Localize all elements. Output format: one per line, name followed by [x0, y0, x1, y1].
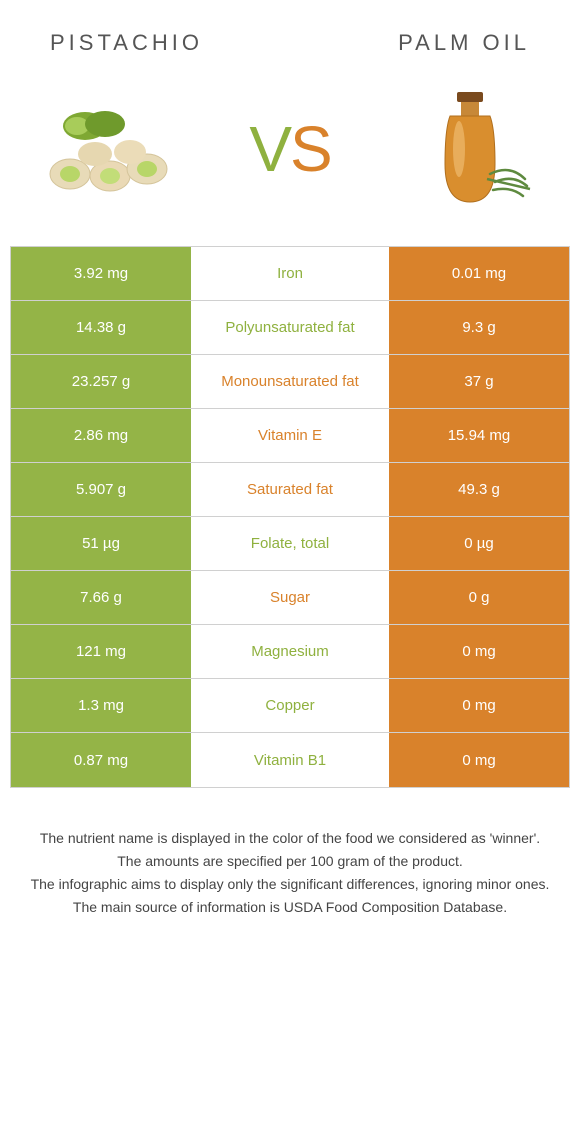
- header: Pistachio Palm oil: [0, 0, 580, 66]
- left-value: 14.38 g: [11, 301, 191, 354]
- vs-label: VS: [249, 112, 330, 186]
- footer-line: The amounts are specified per 100 gram o…: [30, 851, 550, 872]
- table-row: 23.257 gMonounsaturated fat37 g: [11, 355, 569, 409]
- left-value: 1.3 mg: [11, 679, 191, 732]
- table-row: 3.92 mgIron0.01 mg: [11, 247, 569, 301]
- nutrient-name: Copper: [191, 679, 389, 732]
- table-row: 121 mgMagnesium0 mg: [11, 625, 569, 679]
- left-value: 23.257 g: [11, 355, 191, 408]
- nutrient-name: Vitamin E: [191, 409, 389, 462]
- nutrient-table: 3.92 mgIron0.01 mg14.38 gPolyunsaturated…: [10, 246, 570, 788]
- images-row: VS: [0, 66, 580, 246]
- nutrient-name: Iron: [191, 247, 389, 300]
- nutrient-name: Monounsaturated fat: [191, 355, 389, 408]
- left-value: 51 µg: [11, 517, 191, 570]
- right-value: 0 µg: [389, 517, 569, 570]
- nutrient-name: Polyunsaturated fat: [191, 301, 389, 354]
- table-row: 7.66 gSugar0 g: [11, 571, 569, 625]
- footer-line: The infographic aims to display only the…: [30, 874, 550, 895]
- left-value: 121 mg: [11, 625, 191, 678]
- right-value: 0 g: [389, 571, 569, 624]
- right-value: 0 mg: [389, 625, 569, 678]
- right-value: 0.01 mg: [389, 247, 569, 300]
- right-value: 0 mg: [389, 679, 569, 732]
- vs-s: S: [290, 113, 331, 185]
- right-value: 0 mg: [389, 733, 569, 787]
- left-value: 3.92 mg: [11, 247, 191, 300]
- footer-notes: The nutrient name is displayed in the co…: [0, 788, 580, 918]
- table-row: 5.907 gSaturated fat49.3 g: [11, 463, 569, 517]
- nutrient-name: Saturated fat: [191, 463, 389, 516]
- footer-line: The main source of information is USDA F…: [30, 897, 550, 918]
- left-value: 2.86 mg: [11, 409, 191, 462]
- left-value: 0.87 mg: [11, 733, 191, 787]
- table-row: 2.86 mgVitamin E15.94 mg: [11, 409, 569, 463]
- right-value: 15.94 mg: [389, 409, 569, 462]
- footer-line: The nutrient name is displayed in the co…: [30, 828, 550, 849]
- palm-oil-image: [390, 79, 550, 219]
- right-value: 37 g: [389, 355, 569, 408]
- nutrient-name: Folate, total: [191, 517, 389, 570]
- right-value: 49.3 g: [389, 463, 569, 516]
- right-food-title: Palm oil: [398, 30, 530, 56]
- left-value: 5.907 g: [11, 463, 191, 516]
- table-row: 1.3 mgCopper0 mg: [11, 679, 569, 733]
- nutrient-name: Magnesium: [191, 625, 389, 678]
- left-food-title: Pistachio: [50, 30, 203, 56]
- vs-v: V: [249, 113, 290, 185]
- left-value: 7.66 g: [11, 571, 191, 624]
- table-row: 51 µgFolate, total0 µg: [11, 517, 569, 571]
- right-value: 9.3 g: [389, 301, 569, 354]
- nutrient-name: Sugar: [191, 571, 389, 624]
- nutrient-name: Vitamin B1: [191, 733, 389, 787]
- table-row: 14.38 gPolyunsaturated fat9.3 g: [11, 301, 569, 355]
- table-row: 0.87 mgVitamin B10 mg: [11, 733, 569, 787]
- pistachio-image: [30, 79, 190, 219]
